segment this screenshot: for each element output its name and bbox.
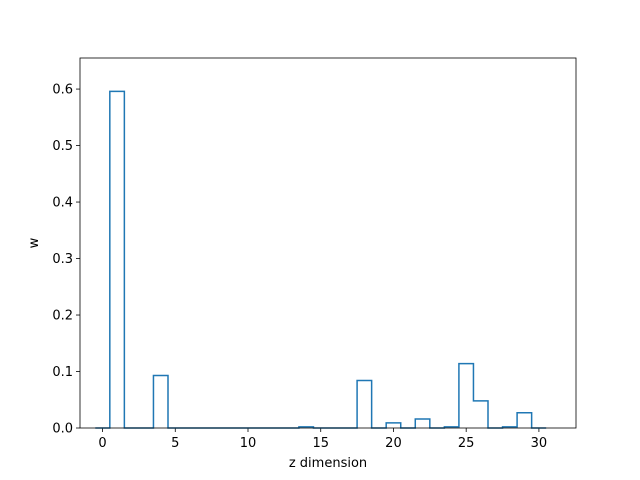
- y-tick-label: 0.3: [52, 252, 73, 267]
- x-tick-label: 0: [98, 436, 106, 451]
- plot-frame: [79, 57, 577, 429]
- y-tick-label: 0.1: [52, 365, 73, 380]
- x-tick-label: 10: [240, 436, 257, 451]
- x-tick-label: 30: [531, 436, 548, 451]
- y-tick-label: 0.6: [52, 83, 73, 98]
- y-tick-label: 0.0: [52, 422, 73, 437]
- y-tick-label: 0.4: [52, 196, 73, 211]
- histogram-step-line: [95, 90, 547, 429]
- x-tick-label: 20: [385, 436, 402, 451]
- y-tick-label: 0.2: [52, 309, 73, 324]
- y-axis-label: w: [27, 237, 42, 248]
- x-tick-label: 25: [458, 436, 475, 451]
- x-tick-label: 15: [312, 436, 329, 451]
- x-tick-label: 5: [171, 436, 179, 451]
- x-axis-label: z dimension: [289, 456, 367, 471]
- ticks-layer: 0 5 10 15 20 25 30 0.0 0.1 0.2 0.3 0.4 0.5 0.6: [52, 83, 547, 451]
- y-tick-label: 0.5: [52, 139, 73, 154]
